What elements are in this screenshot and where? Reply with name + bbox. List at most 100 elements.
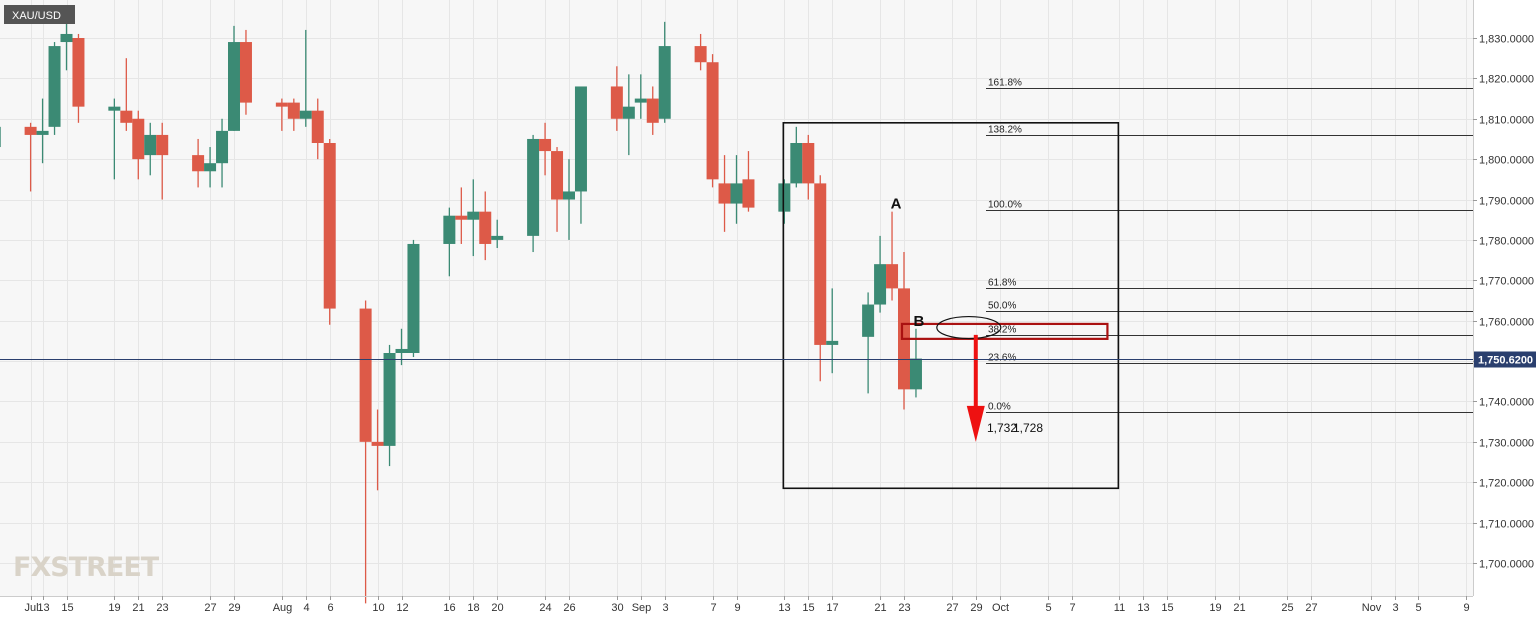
- bull-candle: [574, 86, 587, 224]
- point-b-label: B: [914, 313, 925, 330]
- candle-body: [814, 183, 827, 345]
- candle-body: [156, 134, 169, 156]
- y-tick-label: 1,760.0000: [1479, 317, 1534, 329]
- grid: [0, 0, 1473, 596]
- y-tick-label: 1,740.0000: [1479, 397, 1534, 409]
- y-tick-label: 1,790.0000: [1479, 196, 1534, 208]
- bull-candle: [216, 118, 229, 188]
- bear-candle: [742, 151, 755, 212]
- candle-body: [299, 110, 312, 119]
- bull-candle: [874, 235, 887, 313]
- y-tick-label: 1,720.0000: [1479, 478, 1534, 490]
- bull-candle: [634, 74, 647, 119]
- bear-candle: [694, 33, 707, 71]
- target-price-label: 1,732: [987, 421, 1017, 435]
- current-price-tag: [1474, 351, 1536, 368]
- candles: [0, 21, 922, 604]
- bull-candle: [491, 219, 504, 248]
- bull-candle: [228, 25, 240, 131]
- bear-candle: [287, 98, 300, 131]
- x-tick-label: 27: [204, 602, 216, 614]
- x-tick-label: 3: [1392, 602, 1398, 614]
- plot-background: [0, 0, 1473, 596]
- y-tick-label: 1,810.0000: [1479, 115, 1534, 127]
- bear-candle: [156, 122, 169, 200]
- candle-body: [72, 38, 85, 107]
- bull-candle: [778, 179, 791, 224]
- bull-candle: [48, 42, 61, 135]
- x-tick-label: 12: [396, 602, 408, 614]
- candle-body: [359, 308, 372, 442]
- bull-candle: [622, 74, 635, 156]
- x-tick-label: 11: [1114, 602, 1125, 614]
- bull-candle: [563, 159, 575, 240]
- bear-candle: [718, 155, 731, 232]
- x-tick-label: 29: [228, 602, 240, 614]
- x-tick-label: 7: [710, 602, 716, 614]
- fib-level-label: 23.6%: [988, 353, 1016, 364]
- candle-body: [228, 42, 240, 131]
- bull-candle: [36, 98, 49, 164]
- x-tick-label: 27: [1305, 602, 1317, 614]
- candle-body: [108, 106, 121, 111]
- fib-level-label: 161.8%: [988, 78, 1022, 89]
- x-tick-label: 21: [1233, 602, 1245, 614]
- candle-body: [275, 102, 288, 107]
- candle-body: [874, 264, 887, 305]
- x-tick-label: 13: [778, 602, 790, 614]
- bear-candle: [371, 409, 384, 491]
- fib-level-label: 0.0%: [988, 402, 1011, 413]
- fibonacci-levels: 161.8% 138.2% 100.0% 61.8% 50.0% 38.2% 23.6% 0.…: [986, 78, 1473, 413]
- bear-candle: [132, 110, 145, 180]
- x-tick-label: 9: [1463, 602, 1469, 614]
- x-tick-label: 5: [1045, 602, 1051, 614]
- candle-body: [646, 98, 659, 123]
- candle-body: [826, 340, 839, 345]
- bear-candle: [646, 86, 659, 135]
- fib-level-label: 61.8%: [988, 278, 1016, 289]
- candle-body: [455, 215, 468, 220]
- bear-candle: [120, 58, 133, 131]
- bear-candle: [455, 187, 468, 244]
- candle-body: [909, 358, 922, 390]
- current-price-value: 1,750.6200: [1478, 355, 1533, 367]
- candle-body: [371, 441, 384, 446]
- bear-candle: [802, 134, 815, 200]
- x-tick-label: Oct: [992, 602, 1009, 614]
- candle-body: [120, 110, 133, 123]
- candle-body: [204, 163, 217, 172]
- x-tick-label: 10: [372, 602, 384, 614]
- bear-candle: [610, 66, 623, 131]
- x-tick-label: 9: [734, 602, 740, 614]
- x-tick-label: 13: [37, 602, 49, 614]
- x-tick-label: 27: [946, 602, 958, 614]
- candle-body: [862, 304, 875, 337]
- candle-body: [802, 143, 815, 184]
- y-tick-label: 1,800.0000: [1479, 155, 1534, 167]
- candle-body: [886, 264, 899, 289]
- x-tick-label: 19: [1209, 602, 1221, 614]
- candle-body: [694, 46, 707, 63]
- x-tick-label: 23: [898, 602, 910, 614]
- bear-candle: [192, 138, 205, 188]
- y-tick-label: 1,820.0000: [1479, 74, 1534, 86]
- bear-candle: [551, 147, 564, 232]
- fib-level-label: 138.2%: [988, 125, 1022, 136]
- candle-body: [323, 143, 336, 309]
- candle-body: [718, 183, 731, 204]
- candle-body: [658, 46, 671, 119]
- bear-candle: [24, 122, 37, 192]
- x-tick-label: 21: [132, 602, 144, 614]
- candle-body: [287, 102, 300, 119]
- x-tick-label: 7: [1069, 602, 1075, 614]
- candle-body: [24, 126, 37, 135]
- y-tick-label: 1,710.0000: [1479, 519, 1534, 531]
- candle-body: [60, 33, 73, 43]
- bull-candle: [790, 126, 803, 188]
- bull-candle: [383, 344, 396, 467]
- symbol-tag: XAU/USD: [4, 5, 75, 24]
